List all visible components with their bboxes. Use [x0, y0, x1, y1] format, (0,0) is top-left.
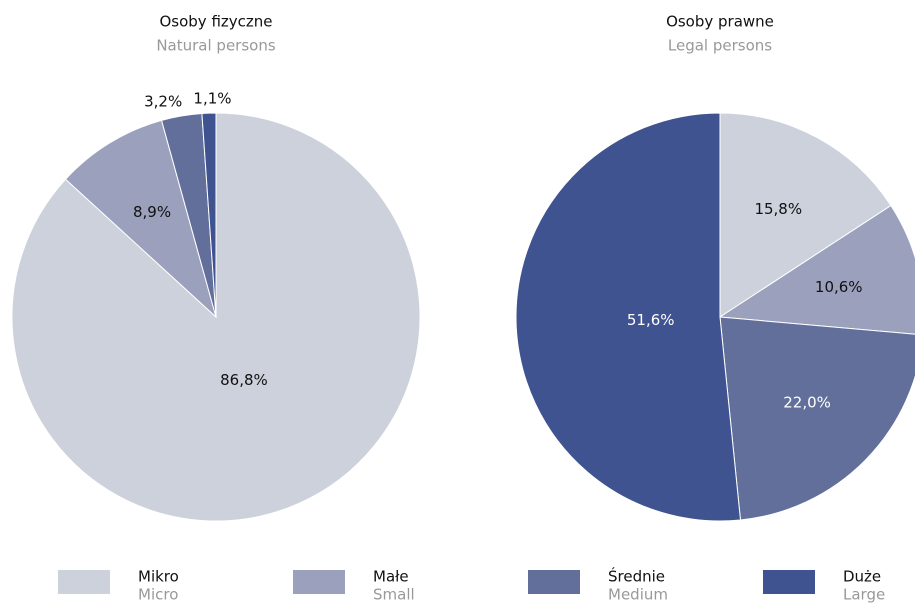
legend-label: Małe [373, 568, 409, 586]
pie-slice [201, 112, 217, 318]
data-label: 51,6% [627, 311, 675, 329]
data-label: 8,9% [133, 203, 171, 221]
legend-swatch [293, 570, 345, 594]
legend-swatch [58, 570, 110, 594]
legend-swatch [528, 570, 580, 594]
data-label: 1,1% [193, 90, 231, 108]
pie-slice [718, 204, 915, 335]
data-label: 15,8% [754, 200, 802, 218]
legend-swatch [763, 570, 815, 594]
chart-subtitle: Legal persons [668, 37, 772, 55]
legend-sublabel: Large [843, 586, 885, 603]
legend-sublabel: Medium [608, 586, 668, 603]
legend-sublabel: Micro [138, 586, 178, 603]
legend-label: Duże [843, 568, 881, 586]
legend-sublabel: Small [373, 586, 415, 603]
pie-slice [64, 119, 217, 319]
data-label: 10,6% [815, 278, 863, 296]
chart-title: Osoby fizyczne [159, 13, 272, 31]
pie-slice [515, 112, 742, 522]
chart-subtitle: Natural persons [156, 37, 276, 55]
pie-slice [719, 112, 892, 318]
legend-label: Średnie [608, 567, 665, 586]
legend-label: Mikro [138, 568, 179, 586]
data-label: 86,8% [220, 371, 268, 389]
pie-slice [719, 316, 915, 521]
data-label: 3,2% [144, 93, 182, 111]
data-label: 22,0% [783, 394, 831, 412]
chart-title: Osoby prawne [666, 13, 774, 31]
